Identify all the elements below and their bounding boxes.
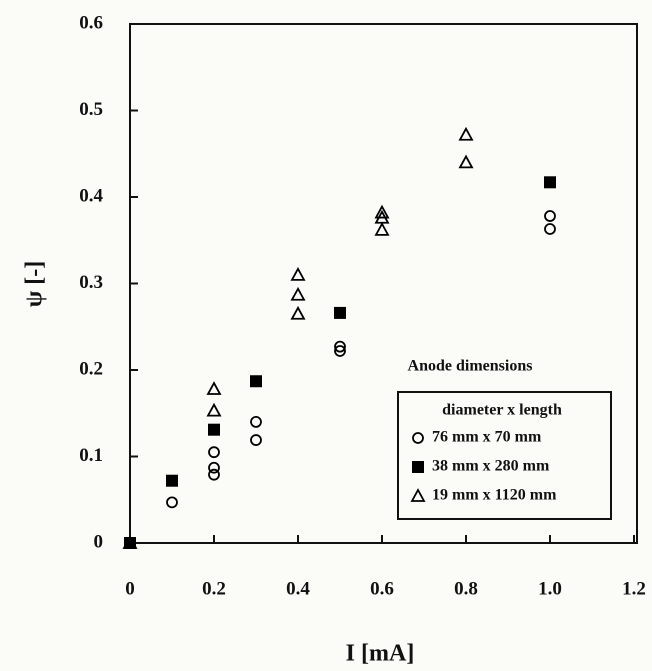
data-point xyxy=(250,375,262,388)
data-point xyxy=(290,286,306,301)
data-point xyxy=(374,221,390,236)
data-point xyxy=(290,305,306,320)
legend-marker xyxy=(410,488,426,502)
x-tick-label: 1.2 xyxy=(622,578,646,599)
x-tick-label: 1.0 xyxy=(538,578,562,599)
data-point xyxy=(208,461,220,474)
data-point xyxy=(166,474,178,487)
y-tick-label: 0.2 xyxy=(79,358,103,379)
data-point xyxy=(544,176,556,189)
y-axis-label: ψ [-] xyxy=(22,261,48,308)
legend-label: 19 mm x 1120 mm xyxy=(432,487,557,504)
legend-marker xyxy=(412,432,424,444)
data-point xyxy=(208,446,220,459)
data-point xyxy=(122,535,138,549)
legend-title: Anode dimensions xyxy=(408,358,533,375)
data-point xyxy=(124,537,136,549)
data-point xyxy=(290,266,306,281)
y-tick-label: 0.3 xyxy=(79,272,103,293)
data-point xyxy=(206,402,222,417)
data-point xyxy=(544,223,556,235)
y-tick-label: 0.1 xyxy=(79,445,103,466)
x-tick-label: 0.8 xyxy=(454,578,478,599)
x-tick-label: 0.2 xyxy=(202,578,226,599)
data-point xyxy=(458,154,474,169)
x-tick-label: 0.4 xyxy=(286,578,310,599)
y-tick-label: 0 xyxy=(94,531,104,552)
data-point xyxy=(208,468,220,481)
x-tick-label: 0.6 xyxy=(370,578,394,599)
legend-label: 76 mm x 70 mm xyxy=(432,429,542,446)
data-point xyxy=(334,340,346,353)
data-point xyxy=(334,345,346,357)
data-point xyxy=(374,204,390,219)
data-point xyxy=(166,496,178,509)
legend-box xyxy=(397,391,612,520)
x-axis-label: I [mA] xyxy=(346,641,415,667)
y-tick-label: 0.4 xyxy=(79,185,103,206)
legend-subtitle: diameter x length xyxy=(442,402,562,419)
x-tick-label: 0 xyxy=(125,578,135,599)
data-point xyxy=(334,306,346,319)
y-tick-label: 0.6 xyxy=(79,12,103,33)
data-point xyxy=(206,381,222,395)
data-point xyxy=(250,434,262,446)
data-point xyxy=(458,126,474,141)
data-point xyxy=(250,415,262,428)
data-point xyxy=(208,423,220,436)
y-tick-label: 0.5 xyxy=(79,99,103,120)
legend-label: 38 mm x 280 mm xyxy=(432,458,550,475)
legend-marker xyxy=(412,461,424,473)
data-point xyxy=(544,210,556,222)
